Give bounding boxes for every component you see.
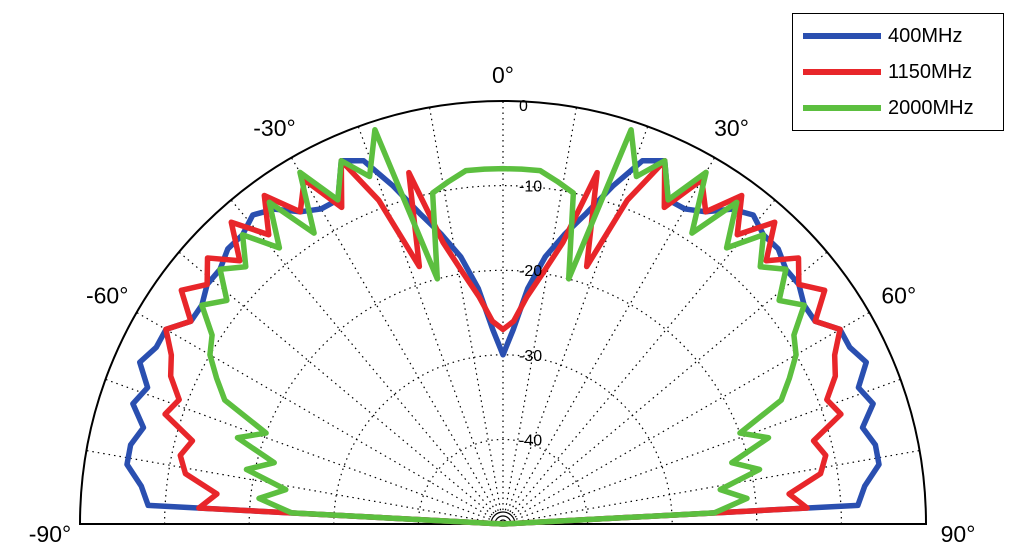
ring-label: -40 <box>519 432 542 449</box>
legend-label-1150mhz: 1150MHz <box>888 60 973 83</box>
grid-spoke <box>515 378 901 520</box>
ring-label: -20 <box>519 263 542 280</box>
angle-label: -60° <box>86 283 128 309</box>
grid-spoke <box>511 199 776 514</box>
ring-label: -10 <box>519 179 542 196</box>
series-line-400mhz <box>124 157 882 527</box>
ring-label: 0 <box>519 98 528 115</box>
legend-label-400mhz: 400MHz <box>888 24 963 47</box>
legend: 400MHz 1150MHz 2000MHz <box>792 13 1004 131</box>
grid-spoke <box>516 449 920 523</box>
angle-label: 0° <box>492 62 514 88</box>
angle-label: -90° <box>29 521 71 547</box>
series-line-2000mhz <box>199 126 807 527</box>
grid-spoke <box>513 251 828 516</box>
axis-labels: 0 -10 -20 -30 -40 -90° -60° -30° 0° 30° 60° 90° <box>29 62 976 547</box>
angle-label: 60° <box>881 283 916 309</box>
outer-boundary <box>78 100 928 525</box>
grid-ring <box>417 438 589 525</box>
legend-swatch-2000mhz <box>803 105 881 111</box>
series-line-1150mhz <box>162 158 844 527</box>
polar-grid <box>78 100 928 525</box>
grid-spoke <box>105 378 491 520</box>
grid-spoke <box>357 126 499 512</box>
grid-spoke <box>86 449 490 523</box>
grid-spoke <box>230 199 495 514</box>
grid-spoke <box>514 311 870 518</box>
angle-label: 90° <box>941 521 976 547</box>
grid-center-ring <box>490 511 516 525</box>
angle-label: 30° <box>714 115 749 141</box>
grid-spoke <box>509 157 716 513</box>
legend-label-2000mhz: 2000MHz <box>888 96 974 119</box>
legend-swatch-1150mhz <box>803 69 881 75</box>
grid-spoke <box>290 157 497 513</box>
legend-swatch-400mhz <box>803 33 881 39</box>
legend-entry-1150mhz: 1150MHz <box>803 57 972 87</box>
grid-ring <box>248 269 758 525</box>
grid-spoke <box>136 311 492 518</box>
ring-label: -30 <box>519 348 542 365</box>
grid-spoke <box>504 107 578 511</box>
series-layer <box>124 126 882 527</box>
legend-entry-2000mhz: 2000MHz <box>803 93 974 123</box>
grid-spoke <box>428 107 502 511</box>
angle-label: -30° <box>253 115 295 141</box>
grid-spoke <box>507 126 649 512</box>
grid-spoke <box>178 251 493 516</box>
legend-entry-400mhz: 400MHz <box>803 21 962 51</box>
